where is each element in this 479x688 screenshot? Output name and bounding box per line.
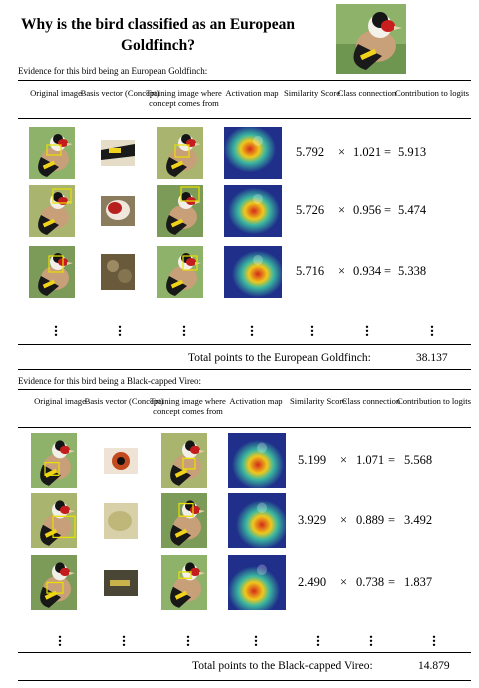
similarity-score: 5.199 bbox=[298, 452, 327, 467]
original-image-icon bbox=[31, 555, 77, 610]
column-header: Original image bbox=[30, 88, 82, 98]
vertical-ellipsis-icon: ... bbox=[58, 626, 62, 650]
vertical-ellipsis-icon: ... bbox=[316, 626, 320, 650]
equals-operator: = bbox=[388, 574, 396, 589]
similarity-score: 5.716 bbox=[296, 264, 325, 278]
times-operator: × bbox=[340, 452, 348, 467]
class-connection: 1.071 bbox=[356, 452, 385, 467]
vertical-ellipsis-icon: ... bbox=[432, 626, 436, 650]
goldfinch-photo-icon bbox=[336, 4, 406, 74]
vertical-ellipsis-icon: ... bbox=[182, 316, 186, 340]
total-value: 14.879 bbox=[418, 660, 450, 672]
activation-heatmap-icon bbox=[228, 555, 286, 610]
contribution-value: 5.474 bbox=[398, 203, 427, 217]
contribution-value: 3.492 bbox=[404, 512, 433, 527]
similarity-score: 5.726 bbox=[296, 203, 325, 217]
header-rule bbox=[18, 427, 471, 428]
training-photo-icon bbox=[157, 127, 203, 179]
vertical-ellipsis-icon: ... bbox=[369, 626, 373, 650]
column-header: Activation map bbox=[229, 396, 283, 406]
contribution-value: 5.338 bbox=[398, 264, 427, 278]
vertical-ellipsis-icon: ... bbox=[254, 626, 258, 650]
similarity-score: 3.929 bbox=[298, 512, 327, 527]
equals-operator: = bbox=[388, 512, 396, 527]
equals-operator: = bbox=[384, 145, 392, 159]
original-image-icon bbox=[31, 433, 77, 488]
header-rule bbox=[18, 118, 471, 119]
class-connection: 0.934 bbox=[353, 264, 382, 278]
activation-heatmap-icon bbox=[228, 433, 286, 488]
training-photo-icon bbox=[161, 555, 207, 610]
section-caption: Evidence for this bird being an European… bbox=[18, 66, 208, 76]
column-header: Similarity Score bbox=[289, 396, 347, 406]
vertical-ellipsis-icon: ... bbox=[122, 626, 126, 650]
original-image-icon bbox=[29, 185, 75, 237]
contribution-value: 5.913 bbox=[398, 145, 427, 159]
concept-patch-icon bbox=[104, 569, 138, 596]
total-value: 38.137 bbox=[416, 352, 448, 364]
column-header: Class connection bbox=[337, 88, 397, 98]
class-connection: 0.889 bbox=[356, 512, 385, 527]
class-connection: 1.021 bbox=[353, 145, 382, 159]
equals-operator: = bbox=[388, 452, 396, 467]
contribution-value: 5.568 bbox=[404, 452, 433, 467]
vertical-ellipsis-icon: ... bbox=[310, 316, 314, 340]
training-photo-icon bbox=[161, 433, 207, 488]
concept-patch-icon bbox=[104, 502, 138, 539]
activation-heatmap-icon bbox=[224, 127, 282, 179]
times-operator: × bbox=[340, 574, 348, 589]
column-header: Activation map bbox=[225, 88, 279, 98]
concept-patch-icon bbox=[101, 140, 135, 166]
training-photo-icon bbox=[157, 246, 203, 298]
column-header: Similarity Score bbox=[283, 88, 341, 98]
column-header: Basis vector (Concept) bbox=[84, 396, 164, 406]
similarity-score: 2.490 bbox=[298, 574, 327, 589]
figure-title: Why is the bird classified as an Europea… bbox=[20, 16, 296, 54]
column-header: Class connection bbox=[341, 396, 401, 406]
section-caption: Evidence for this bird being a Black-cap… bbox=[18, 376, 201, 386]
class-connection: 0.956 bbox=[353, 203, 382, 217]
column-header: Training image where concept comes from bbox=[146, 88, 222, 108]
vertical-ellipsis-icon: ... bbox=[54, 316, 58, 340]
equals-operator: = bbox=[384, 264, 392, 278]
times-operator: × bbox=[338, 264, 346, 278]
table-top-rule bbox=[18, 389, 471, 390]
activation-heatmap-icon bbox=[224, 246, 282, 298]
column-header: Contribution to logits bbox=[394, 88, 469, 98]
class-connection: 0.738 bbox=[356, 574, 385, 589]
times-operator: × bbox=[338, 145, 346, 159]
concept-patch-icon bbox=[101, 196, 135, 226]
similarity-score: 5.792 bbox=[296, 145, 325, 159]
vertical-ellipsis-icon: ... bbox=[250, 316, 254, 340]
activation-heatmap-icon bbox=[228, 493, 286, 548]
total-label: Total points to the Black-capped Vireo: bbox=[192, 660, 373, 672]
original-image-icon bbox=[29, 127, 75, 179]
original-image-icon bbox=[29, 246, 75, 298]
total-rule bbox=[18, 344, 471, 345]
vertical-ellipsis-icon: ... bbox=[430, 316, 434, 340]
contribution-value: 1.837 bbox=[404, 574, 433, 589]
concept-patch-icon bbox=[104, 447, 138, 474]
times-operator: × bbox=[338, 203, 346, 217]
table-top-rule bbox=[18, 80, 471, 81]
equals-operator: = bbox=[384, 203, 392, 217]
activation-heatmap-icon bbox=[224, 185, 282, 237]
times-operator: × bbox=[340, 512, 348, 527]
total-bottom-rule bbox=[18, 680, 471, 681]
column-header: Contribution to logits bbox=[396, 396, 471, 406]
vertical-ellipsis-icon: ... bbox=[186, 626, 190, 650]
concept-patch-icon bbox=[101, 254, 135, 290]
original-image-icon bbox=[31, 493, 77, 548]
column-header: Original image bbox=[34, 396, 86, 406]
training-photo-icon bbox=[161, 493, 207, 548]
column-header: Training image where concept comes from bbox=[150, 396, 226, 416]
vertical-ellipsis-icon: ... bbox=[365, 316, 369, 340]
total-bottom-rule bbox=[18, 369, 471, 370]
training-photo-icon bbox=[157, 185, 203, 237]
total-label: Total points to the European Goldfinch: bbox=[188, 352, 371, 364]
total-rule bbox=[18, 652, 471, 653]
column-header: Basis vector (Concept) bbox=[80, 88, 160, 98]
vertical-ellipsis-icon: ... bbox=[118, 316, 122, 340]
